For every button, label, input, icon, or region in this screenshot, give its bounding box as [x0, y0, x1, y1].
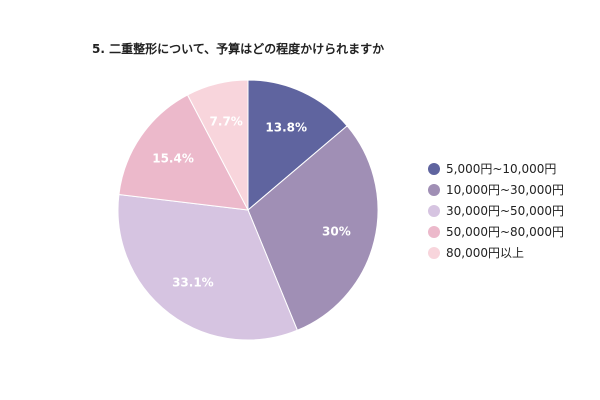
legend-label: 50,000円~80,000円: [446, 225, 565, 239]
legend-label: 10,000円~30,000円: [446, 183, 565, 197]
legend-swatch: [428, 183, 440, 196]
legend-item[interactable]: 5,000円~10,000円: [428, 158, 564, 179]
legend-item[interactable]: 50,000円~80,000円: [428, 221, 564, 242]
pie-slice[interactable]: [186, 79, 249, 211]
pie-slice[interactable]: [247, 79, 348, 212]
slice-value-label: 33.1%: [172, 275, 214, 289]
pie-slice[interactable]: [247, 125, 379, 331]
legend-label: 30,000円~50,000円: [446, 204, 565, 218]
slice-value-label: 30%: [322, 225, 351, 239]
pie-slice[interactable]: [118, 94, 249, 211]
legend-swatch: [428, 246, 440, 259]
slice-value-label: 15.4%: [152, 151, 194, 165]
legend-label: 5,000円~10,000円: [446, 162, 557, 176]
pie-slice[interactable]: [117, 193, 299, 341]
slice-value-label: 7.7%: [210, 115, 243, 129]
legend-label: 80,000円以上: [446, 246, 524, 260]
legend-item[interactable]: 80,000円以上: [428, 242, 564, 263]
legend-item[interactable]: 30,000円~50,000円: [428, 200, 564, 221]
slice-value-label: 13.8%: [265, 120, 307, 134]
legend-swatch: [428, 204, 440, 217]
legend-swatch: [428, 225, 440, 238]
legend-item[interactable]: 10,000円~30,000円: [428, 179, 564, 200]
chart-title: 5. 二重整形について、予算はどの程度かけられますか: [92, 42, 385, 56]
legend-swatch: [428, 162, 440, 175]
legend: 5,000円~10,000円 10,000円~30,000円 30,000円~5…: [428, 158, 564, 263]
